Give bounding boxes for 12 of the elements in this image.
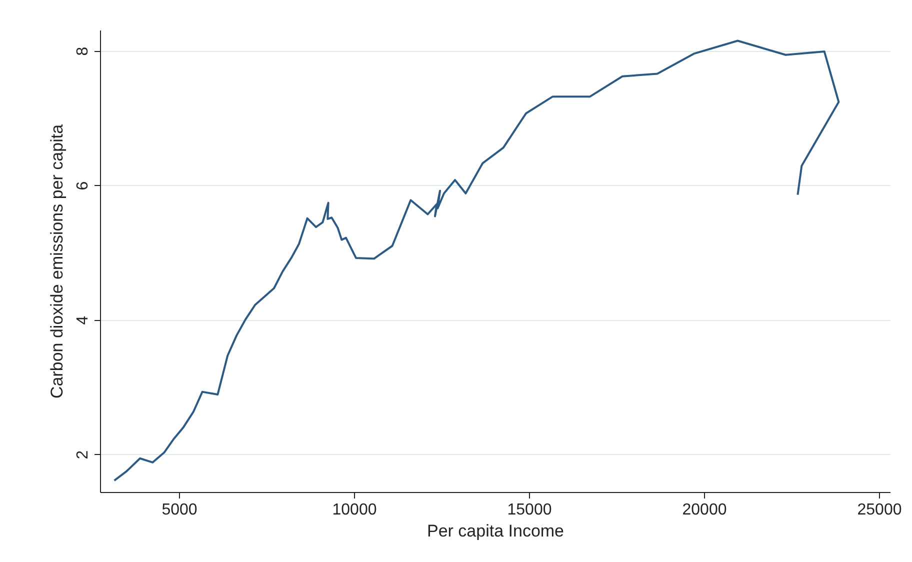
x-tick-label: 25000	[857, 502, 902, 518]
y-tick-label: 6	[74, 181, 92, 190]
line-series	[113, 40, 840, 482]
x-tick-label: 20000	[682, 502, 727, 518]
y-axis-title: Carbon dioxide emissions per capita	[48, 124, 66, 399]
x-tick-label: 10000	[332, 502, 377, 518]
x-axis-title: Per capita Income	[426, 522, 564, 540]
y-tick-label: 4	[74, 316, 92, 325]
x-tick-label: 15000	[507, 502, 552, 518]
y-tick-label: 8	[74, 46, 92, 56]
x-tick-label: 5000	[162, 502, 198, 518]
y-tick-label: 2	[74, 450, 92, 460]
